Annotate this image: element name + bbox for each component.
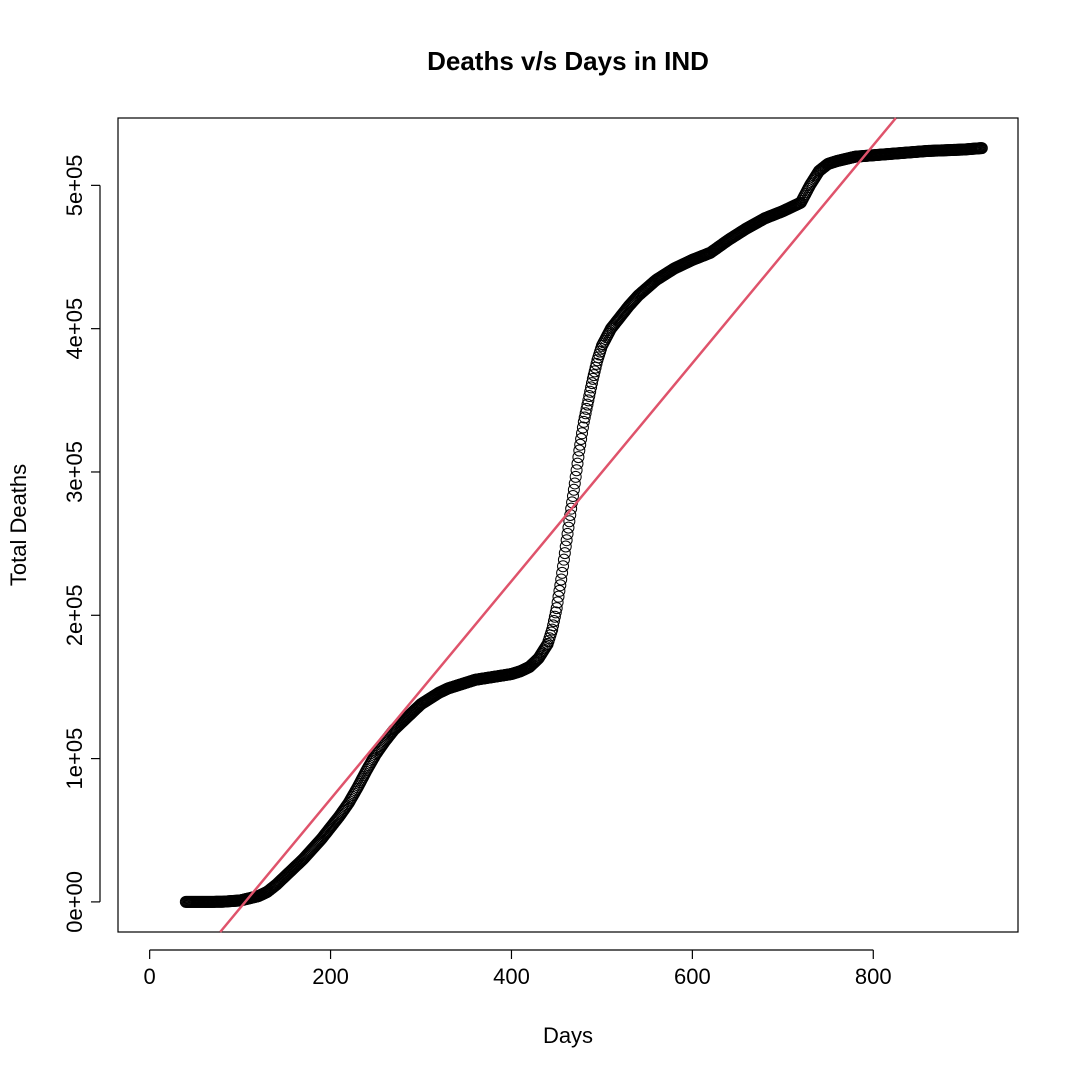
data-point — [549, 606, 562, 619]
data-point — [575, 433, 588, 446]
data-point — [589, 361, 602, 374]
x-axis: 0 200 400 600 800 — [144, 949, 892, 989]
y-tick-label: 4e+05 — [62, 298, 87, 360]
data-point — [583, 390, 596, 403]
x-tick-label: 800 — [855, 964, 892, 989]
data-point — [574, 438, 587, 451]
data-point — [975, 142, 988, 155]
y-axis-label: Total Deaths — [6, 464, 31, 586]
data-point — [561, 527, 574, 540]
data-point — [562, 521, 575, 534]
y-tick-label: 1e+05 — [62, 728, 87, 790]
data-point — [566, 490, 579, 503]
data-point — [547, 619, 560, 632]
data-point — [553, 584, 566, 597]
data-point — [565, 502, 578, 515]
data-point — [580, 402, 593, 415]
data-point — [577, 415, 590, 428]
x-tick-label: 600 — [674, 964, 711, 989]
data-point — [581, 398, 594, 411]
data-point — [585, 377, 598, 390]
data-point — [582, 394, 595, 407]
data-point — [548, 610, 561, 623]
data-point — [551, 596, 564, 609]
data-point — [587, 369, 600, 382]
data-points — [179, 142, 988, 908]
data-point — [556, 566, 569, 579]
data-point — [573, 444, 586, 457]
data-point — [557, 560, 570, 573]
plot-frame — [117, 117, 1019, 933]
data-point — [560, 534, 573, 547]
data-point — [563, 515, 576, 528]
y-tick-label: 3e+05 — [62, 441, 87, 503]
data-point — [570, 464, 583, 477]
data-point — [546, 623, 559, 636]
data-point — [552, 590, 565, 603]
data-point — [557, 553, 570, 566]
data-point — [547, 615, 560, 628]
fit-line-group — [219, 117, 897, 933]
data-point — [554, 579, 567, 592]
data-point — [569, 470, 582, 483]
y-tick-label: 2e+05 — [62, 584, 87, 646]
data-point — [568, 477, 581, 490]
data-point — [579, 407, 592, 420]
data-point — [340, 799, 353, 812]
data-point — [558, 547, 571, 560]
data-point — [584, 385, 597, 398]
fit-line — [219, 117, 897, 933]
data-point — [578, 411, 591, 424]
x-tick-label: 400 — [493, 964, 530, 989]
x-axis-label: Days — [543, 1023, 593, 1048]
y-tick-label: 0e+00 — [62, 871, 87, 933]
data-point — [539, 640, 552, 653]
data-point — [585, 381, 598, 394]
data-point — [555, 573, 568, 586]
data-point — [572, 451, 585, 464]
data-point — [550, 602, 563, 615]
data-point — [588, 365, 601, 378]
y-tick-label: 5e+05 — [62, 154, 87, 216]
data-point — [559, 540, 572, 553]
chart-title: Deaths v/s Days in IND — [427, 46, 709, 76]
y-axis: 0e+00 1e+05 2e+05 3e+05 4e+05 5e+05 — [62, 154, 101, 933]
data-point — [576, 421, 589, 434]
x-tick-label: 200 — [312, 964, 349, 989]
data-point — [567, 483, 580, 496]
data-point — [571, 457, 584, 470]
data-point — [576, 427, 589, 440]
x-tick-label: 0 — [144, 964, 156, 989]
